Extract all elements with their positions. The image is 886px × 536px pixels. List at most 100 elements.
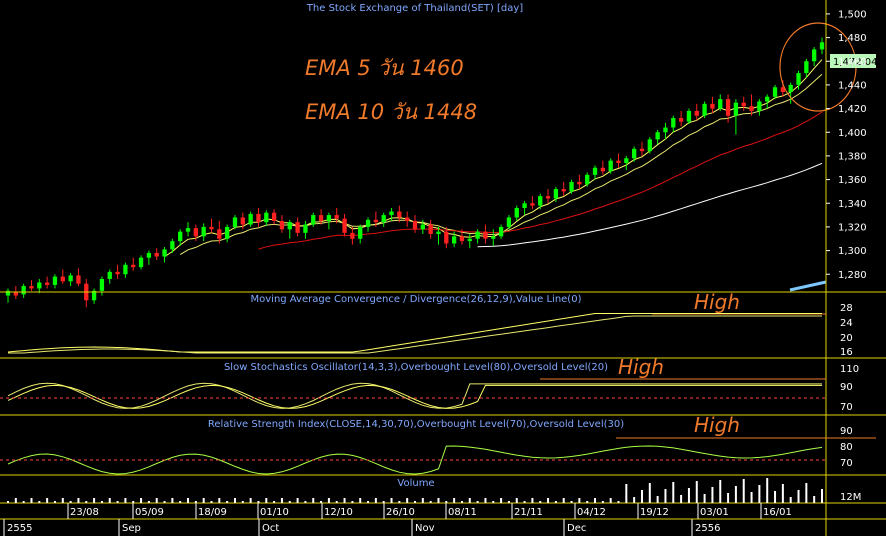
volume-bar (750, 492, 753, 503)
volume-bar (327, 498, 330, 503)
volume-bar (187, 498, 190, 503)
candle-body (373, 219, 379, 223)
candle-body (123, 264, 128, 275)
candle-body (530, 203, 535, 206)
candle-body (514, 207, 519, 218)
date-tick-label: 23/08 (70, 507, 99, 518)
month-tick-label: Nov (415, 523, 435, 534)
volume-bar (429, 501, 432, 503)
volume-bar (711, 487, 714, 503)
candle-body (326, 215, 332, 221)
candle-body (788, 84, 793, 93)
volume-bar (249, 498, 252, 503)
price-tick-label: 1,360 (838, 175, 867, 186)
macd-label: Moving Average Convergence / Divergence(… (251, 294, 582, 305)
candle-body (68, 275, 73, 282)
candle-body (381, 215, 386, 223)
volume-bar (789, 497, 792, 503)
volume-bar (163, 501, 166, 503)
price-tick-label: 1,280 (838, 270, 867, 281)
candle-body (162, 249, 167, 257)
volume-bar (680, 495, 683, 503)
volume-bar (108, 498, 111, 503)
candle-body (138, 257, 144, 268)
volume-bar (539, 501, 542, 503)
candle-body (287, 222, 292, 230)
volume-bar (445, 501, 448, 503)
candle-body (812, 49, 817, 62)
candle-body (264, 212, 269, 223)
rsi-label: Relative Strength Index(CLOSE,14,30,70),… (208, 419, 624, 430)
candle-body (663, 127, 668, 133)
candle-body (29, 286, 34, 289)
price-tick-label: 1,440 (838, 80, 867, 91)
ema-5-line (164, 59, 823, 258)
volume-bar (359, 498, 362, 503)
candle-body (506, 217, 512, 227)
price-tick-label: 1,400 (838, 128, 867, 139)
stoch-high-annotation: High (618, 355, 664, 379)
rsi-tick-label: 90 (840, 426, 853, 437)
volume-bar (132, 501, 135, 503)
rsi-tick-label: 80 (840, 442, 853, 453)
date-tick-label: 08/11 (448, 507, 477, 518)
candle-body (318, 215, 324, 221)
candle-body (37, 282, 42, 289)
chart-title: The Stock Exchange of Thailand(SET) [day… (306, 3, 523, 14)
date-tick-label: 04/12 (577, 507, 606, 518)
volume-tick-12m: 12M (840, 492, 861, 503)
candle-body (585, 174, 590, 185)
candle-body (311, 215, 316, 225)
candle-body (295, 222, 300, 233)
macd-tick-label: 16 (840, 347, 853, 358)
candle-body (686, 110, 692, 122)
volume-bar (734, 486, 737, 503)
axis-layer: 1,280 1,300 1,320 1,340 1,360 1,380 1,400 1,420… (3, 9, 867, 536)
date-tick-label: 01/10 (260, 507, 289, 518)
candle-body (624, 158, 629, 164)
volume-bar (507, 501, 510, 503)
volume-bar (805, 483, 808, 503)
volume-bar (476, 501, 479, 503)
macd-high-annotation: High (694, 290, 740, 314)
candle-body (76, 275, 81, 284)
macd-tick-label: 20 (840, 333, 853, 344)
volume-bar (586, 501, 589, 503)
volume-bar (390, 498, 393, 503)
ema10-note: EMA 10 วัน 1448 (305, 100, 477, 124)
candle-body (248, 213, 253, 225)
candle-body (60, 276, 65, 282)
volume-bar (179, 501, 182, 503)
candle-body (749, 106, 754, 111)
volume-bar (335, 501, 338, 503)
candle-body (796, 73, 801, 85)
candle-body (780, 87, 786, 93)
candle-body (232, 217, 238, 227)
volume-bar (69, 501, 72, 503)
volume-bar (320, 501, 323, 503)
candle-body (561, 189, 566, 192)
volume-bar (742, 479, 745, 503)
candle-body (420, 224, 425, 230)
volume-bar (140, 498, 143, 503)
candle-body (639, 148, 645, 152)
volume-bar (625, 484, 628, 503)
candle-body (178, 231, 183, 242)
volume-bar (695, 481, 698, 503)
price-tick-label: 1,460 (838, 57, 867, 68)
volume-bar (241, 501, 244, 503)
volume-bar (210, 501, 213, 503)
volume-bar (100, 501, 103, 503)
volume-bar (468, 498, 471, 503)
volume-bar (570, 501, 573, 503)
volume-bar (304, 501, 307, 503)
volume-bar (280, 498, 283, 503)
candle-body (553, 189, 559, 199)
candle-body (303, 224, 308, 233)
month-tick-label: 2555 (7, 523, 32, 534)
volume-bar (656, 496, 659, 503)
date-tick-label: 18/09 (198, 507, 227, 518)
volume-bar (640, 490, 643, 503)
